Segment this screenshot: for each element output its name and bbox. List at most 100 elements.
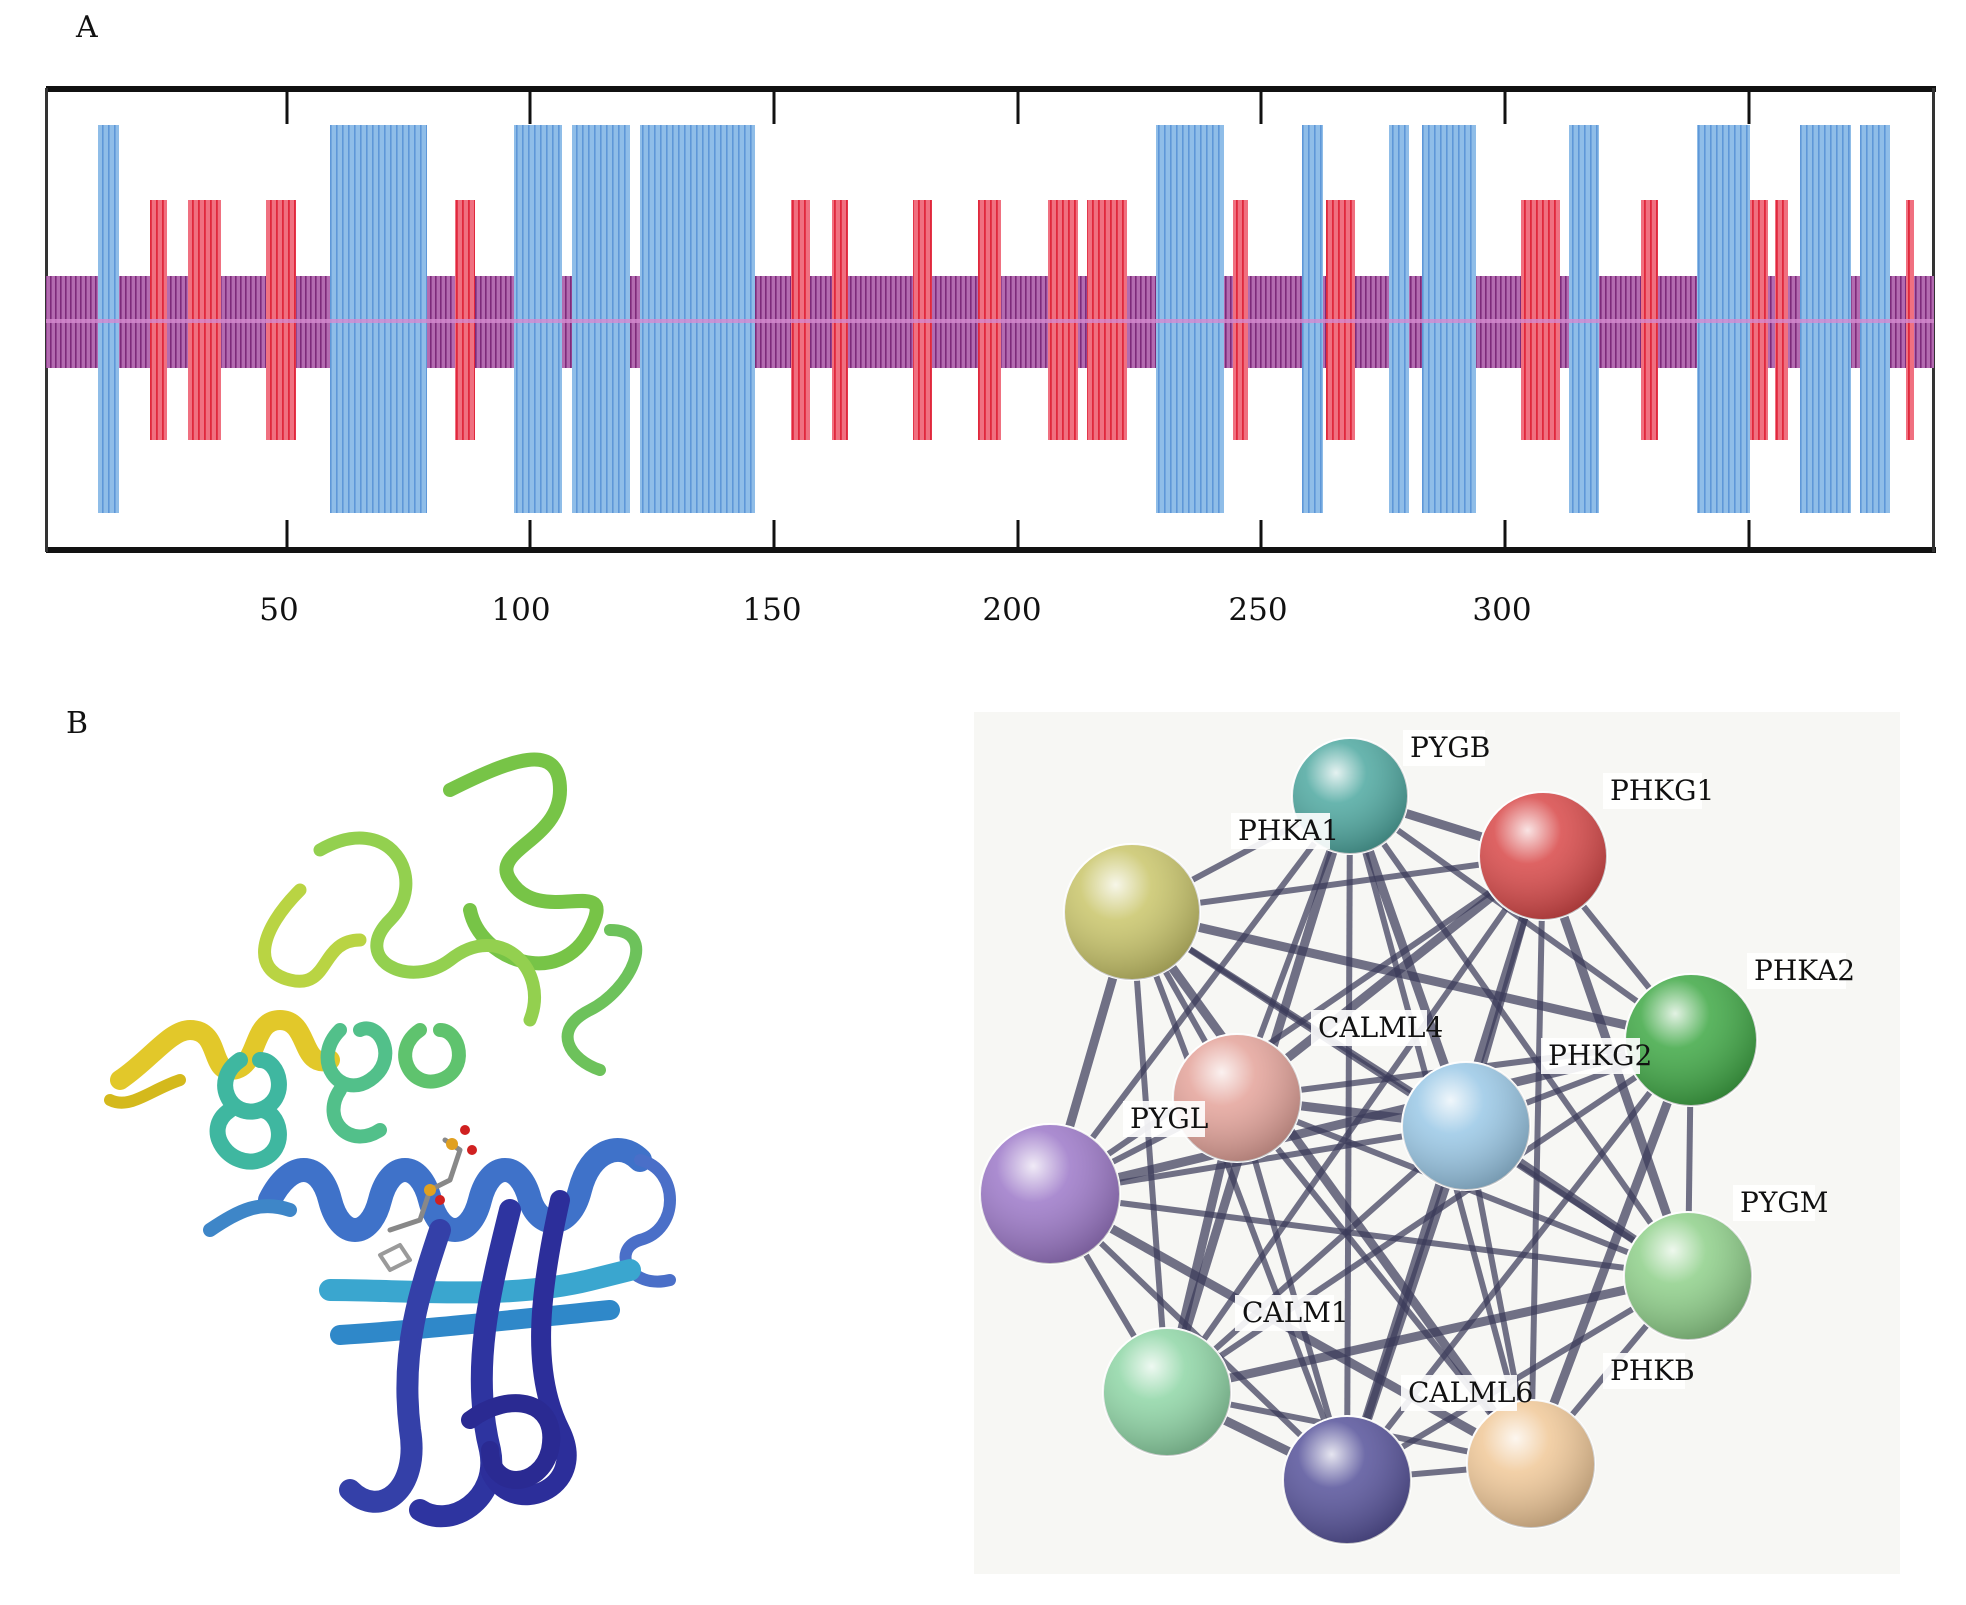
protein-3d-ribbon-structure [104,752,676,1528]
scale-tick-label: 200 [982,592,1041,628]
interaction-edge [1342,854,1548,1482]
node-highlight [1292,738,1408,854]
interaction-edge [1463,1122,1691,1280]
interaction-edge [1528,855,1546,1465]
interaction-edge [1685,1039,1694,1277]
tick-labels: 50 100 150 200 250 300 [259,592,1531,628]
interaction-edge [1344,1038,1694,1482]
protein-node [1624,973,1758,1107]
tick-mark-bottom [285,520,289,550]
protein-node [1478,791,1608,921]
interaction-edge [1164,854,1546,1394]
node-highlight [980,1124,1120,1264]
interaction-edge [1049,1191,1689,1279]
interaction-edge [1235,1095,1690,1279]
node-sphere [1102,1327,1232,1457]
node-label: PHKB [1610,1354,1695,1387]
interaction-edge [1345,794,1471,1128]
interaction-edge [1234,794,1353,1100]
protein-node [1466,1399,1596,1529]
tick-mark-bottom [1259,520,1263,550]
node-label-bg [1541,1038,1640,1074]
node-highlight [1283,1416,1411,1544]
scale-tick-label: 150 [742,592,801,628]
interaction-edge [1047,1191,1350,1483]
tick-mark-top [1259,90,1263,124]
node-highlight [1173,1034,1301,1162]
network-background [974,712,1900,1574]
protein-node [1102,1327,1232,1457]
interaction-edge [1047,1190,1534,1468]
protein-node [1623,1211,1753,1341]
network-node-labels: PYGB PHKG1 PHKA1 PHKA2 CALML4 PHKG2 PYGL PYGM CA… [1123,730,1855,1411]
node-label-bg [1311,1010,1427,1046]
secondary-structure-track: 50 100 150 200 250 300 [45,86,1936,628]
node-label: PHKA1 [1238,814,1339,847]
interaction-edge [1347,794,1691,1278]
node-highlight [1402,1062,1530,1190]
node-label: PYGB [1410,731,1490,764]
interaction-edge [1234,1097,1350,1481]
node-label: PYGM [1740,1186,1828,1219]
interaction-edge [1463,855,1546,1127]
interaction-edge [1236,1093,1467,1131]
node-sphere [1063,843,1201,981]
interaction-edge [1234,1096,1534,1466]
scale-tick-label: 300 [1472,592,1531,628]
panel-label-b: B [66,706,89,741]
node-label: PHKG1 [1610,774,1714,807]
interaction-edge [1130,793,1352,915]
interaction-edge [1129,910,1350,1482]
node-highlight [1625,974,1757,1106]
node-label-bg [1123,1101,1205,1137]
interaction-edge [1342,1124,1471,1482]
node-label-bg [1235,1295,1334,1331]
interaction-edge [1348,791,1545,861]
interaction-edge [1540,854,1694,1042]
tick-mark-top [1747,90,1751,124]
interaction-edge [1128,909,1535,1467]
interaction-edge [1348,793,1693,1043]
interaction-edge [1131,853,1544,915]
interaction-edge [1162,794,1355,1394]
node-sphere [1466,1399,1596,1529]
interaction-edge [1130,909,1690,1279]
tick-mark-bottom [528,520,532,550]
node-highlight [1064,844,1200,980]
tick-marks [285,90,1751,550]
interaction-edge [1344,795,1353,1481]
node-label: CALM1 [1242,1296,1349,1329]
interaction-edge [1129,911,1170,1393]
node-label: CALML4 [1318,1011,1443,1044]
interaction-edge [1045,910,1137,1196]
node-label-bg [1403,730,1485,766]
tick-mark-top [1503,90,1507,124]
interaction-edge [1165,1387,1349,1485]
node-label: CALML6 [1408,1376,1533,1409]
interaction-edge [1129,910,1240,1100]
scale-tick-label: 50 [259,592,298,628]
interaction-edge [1347,795,1534,1465]
interaction-edge [1166,1389,1532,1467]
node-sphere [1478,791,1608,921]
node-label-bg [1231,813,1330,849]
tick-mark-bottom [1747,520,1751,550]
node-highlight [1103,1328,1231,1456]
node-sphere [1172,1033,1302,1163]
network-edges [1045,791,1696,1485]
interaction-edge [1048,853,1545,1197]
node-sphere [1623,1211,1753,1341]
protein-node [1401,1061,1531,1191]
interaction-edge [1526,1038,1696,1466]
node-sphere [1282,1415,1412,1545]
interaction-edge [1165,1037,1693,1395]
panel-label-c: C [1006,712,1029,747]
network-nodes [979,737,1758,1545]
node-label: PYGL [1130,1102,1208,1135]
interaction-edge [1166,1271,1689,1397]
node-label-bg [1401,1375,1517,1411]
interaction-edge [1048,1095,1239,1197]
scale-tick-label: 250 [1228,592,1287,628]
node-label-bg [1603,773,1702,809]
node-sphere [1624,973,1758,1107]
